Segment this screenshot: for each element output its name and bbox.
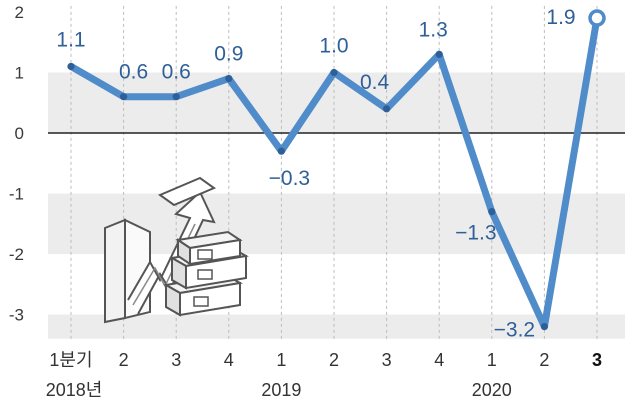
x-tick-label: 4 [434,350,444,370]
rising-arrow-money-illustration [104,176,249,324]
x-tick-label: 1분기 [49,350,92,370]
data-point [172,93,180,101]
data-label: 0.6 [119,61,148,84]
y-tick-label: 0 [15,124,24,143]
y-axis-ticks: 2 1 0 -1 -2 -3 [9,3,24,325]
y-tick-label: -3 [9,306,24,325]
data-label: 0.4 [360,71,390,94]
x-tick-label: 2 [329,350,339,370]
x-tick-label: 2 [119,350,129,370]
x-tick-label: 1 [276,350,286,370]
data-label: −3.2 [494,319,535,342]
x-tick-label: 2 [539,350,549,370]
data-labels: 1.1 0.6 0.6 0.9 −0.3 1.0 0.4 1.3 −1.3 −3.2 1.9 [56,6,575,342]
year-label: 2019 [261,380,301,400]
grid-band [48,314,625,339]
data-point [383,105,391,113]
highlight-point [588,9,606,27]
data-point [540,323,549,331]
data-point [330,68,338,77]
data-label: −1.3 [455,222,496,245]
data-label: 1.1 [56,28,85,51]
data-point [120,93,128,101]
data-point [225,74,233,83]
data-point [488,208,496,216]
data-label: 1.9 [546,6,575,29]
data-label: −0.3 [269,167,310,190]
y-tick-label: -1 [9,185,24,204]
x-tick-label: 4 [224,350,234,370]
data-point [435,50,443,58]
y-tick-label: 2 [15,3,24,22]
x-tick-label: 1 [487,350,497,370]
data-label: 0.9 [214,43,243,66]
year-labels: 2018년 2019 2020 [46,380,512,400]
year-label: 2018년 [46,380,103,400]
x-tick-label: 3 [592,350,602,370]
data-point [277,147,285,155]
x-tick-label: 3 [382,350,392,370]
data-label: 0.6 [162,61,191,84]
y-tick-label: 1 [15,64,24,83]
x-axis-ticks: 1분기 2 3 4 1 2 3 4 1 2 3 [49,350,602,370]
data-points [67,9,606,331]
year-label: 2020 [472,380,512,400]
x-tick-label: 3 [171,350,181,370]
y-tick-label: -2 [9,245,24,264]
grid-band [48,72,625,133]
background-bands [48,72,625,339]
data-point [67,62,75,71]
data-label: 1.3 [419,18,448,41]
data-label: 1.0 [319,35,348,58]
